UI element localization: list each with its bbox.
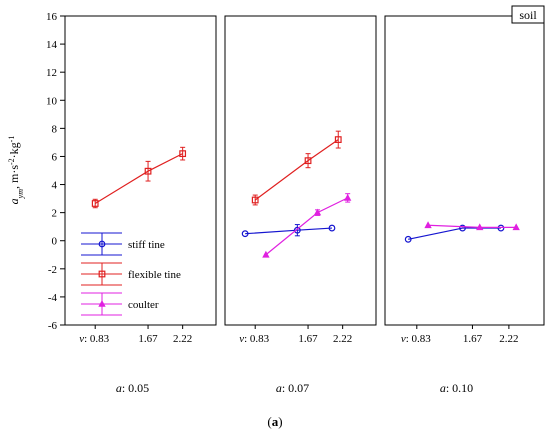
x-tick-label: 2.22 xyxy=(173,333,192,345)
x-tick-label: 1.67 xyxy=(138,333,158,345)
y-tick-label: -4 xyxy=(48,292,58,304)
y-tick-label: 16 xyxy=(46,11,58,23)
point-coulter xyxy=(262,250,270,258)
series-line-stiff-tine xyxy=(245,227,332,235)
legend-marker xyxy=(98,299,106,307)
x-tick-label: 2.22 xyxy=(499,333,518,345)
x-tick-label: v: 0.83 xyxy=(79,333,109,345)
point-flexible-tine xyxy=(91,200,99,207)
point-flexible-tine xyxy=(179,150,187,158)
point-stiff-tine xyxy=(241,230,249,238)
point-coulter xyxy=(476,223,484,231)
point-stiff-tine xyxy=(293,226,301,234)
point-coulter xyxy=(313,208,322,216)
series-line-coulter xyxy=(265,197,348,256)
point-flexible-tine xyxy=(334,136,342,144)
legend-label: stiff tine xyxy=(128,239,165,251)
legend-title: soil xyxy=(519,8,537,22)
point-stiff-tine xyxy=(459,224,466,232)
series-line-stiff-tine xyxy=(408,227,501,240)
point-flexible-tine xyxy=(251,196,259,204)
point-stiff-tine xyxy=(497,224,505,232)
legend-marker xyxy=(98,270,106,278)
y-axis-label: aym, m·s-2·kg-1 xyxy=(7,136,25,205)
panel-frame xyxy=(224,15,377,326)
point-stiff-tine xyxy=(328,224,336,232)
x-tick-label: 1.67 xyxy=(298,333,318,345)
legend: stiff tine flexible tine coulter xyxy=(81,232,181,316)
series-line-flexible-tine xyxy=(254,139,339,201)
point-stiff-tine xyxy=(404,235,412,243)
point-coulter xyxy=(424,221,432,229)
y-tick-label: 8 xyxy=(52,123,58,135)
point-coulter xyxy=(344,193,352,201)
y-tick-label: 12 xyxy=(46,67,57,79)
y-tick-label: 10 xyxy=(46,95,58,107)
panel-frame xyxy=(64,15,217,326)
figure-label-close: ) xyxy=(278,414,283,429)
series-line-flexible-tine xyxy=(94,153,183,205)
panel-label: a: 0.05 xyxy=(116,381,149,395)
panel-1: v: 0.83 1.67 2.22 a: 0.05 xyxy=(64,15,217,395)
figure-label-open: ( xyxy=(267,414,272,429)
y-tick-label: 6 xyxy=(52,151,58,163)
x-tick-label: v: 0.83 xyxy=(401,333,431,345)
panel-2: v: 0.83 1.67 2.22 a: 0.07 xyxy=(224,15,377,395)
panel-frame xyxy=(384,15,545,326)
point-coulter xyxy=(512,223,520,231)
y-tick-label: -6 xyxy=(48,320,58,332)
figure-label-letter: a xyxy=(271,414,279,429)
x-tick-label: 1.67 xyxy=(463,333,483,345)
y-tick-label: 2 xyxy=(52,208,58,220)
legend-label: flexible tine xyxy=(128,269,181,281)
y-tick-label: 0 xyxy=(52,236,58,248)
legend-title-box xyxy=(511,5,545,24)
point-flexible-tine xyxy=(304,157,312,165)
panel-3: v: 0.83 1.67 2.22 a: 0.10 xyxy=(384,15,545,395)
point-flexible-tine xyxy=(144,167,152,175)
figure-label: (a) xyxy=(0,414,550,430)
x-tick-label: v: 0.83 xyxy=(239,333,269,345)
panel-label: a: 0.07 xyxy=(276,381,309,395)
legend-marker xyxy=(98,240,106,248)
x-tick-label: 2.22 xyxy=(333,333,352,345)
y-tick-label: 14 xyxy=(46,39,58,51)
legend-label: coulter xyxy=(128,299,159,311)
y-tick-label: 4 xyxy=(52,180,58,192)
panel-label: a: 0.10 xyxy=(440,381,473,395)
y-tick-label: -2 xyxy=(48,264,57,276)
